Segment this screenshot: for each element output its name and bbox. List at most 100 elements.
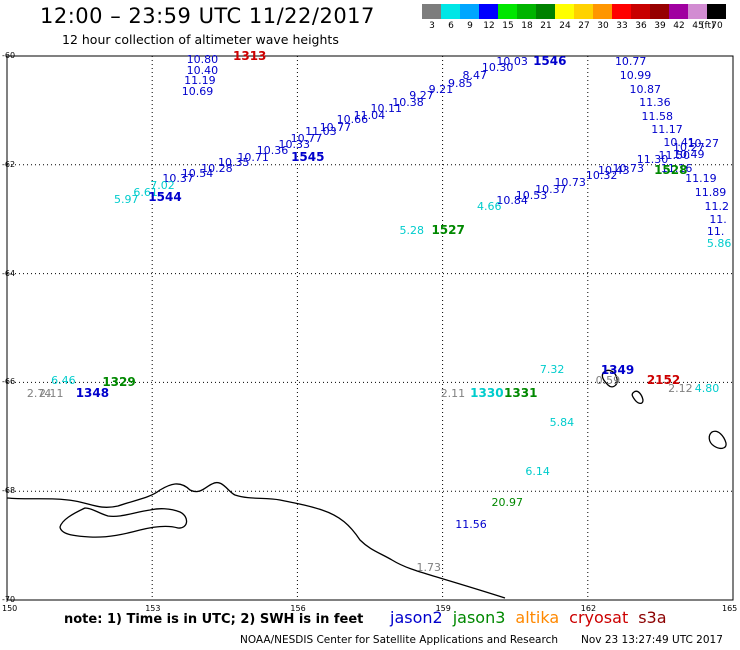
wave-height-label: 10.30 (481, 60, 514, 74)
wave-height-label: 8.47 (462, 69, 487, 83)
scale-label: 18 (521, 21, 533, 31)
scale-label: 70 (711, 21, 723, 31)
wave-height-label: 9.21 (428, 82, 454, 96)
pass-time-label: 1348 (75, 386, 110, 401)
wave-height-label: 10.66 (336, 112, 369, 126)
scale-unit: (ft) (701, 21, 715, 31)
scale-label: 12 (483, 21, 495, 31)
wave-height-label: 10.35 (218, 156, 250, 170)
note-text: note: 1) Time is in UTC; 2) SWH is in fe… (64, 612, 364, 627)
wave-height-label: 10.84 (496, 194, 528, 208)
lon-tick-label: 162 (580, 604, 597, 613)
wave-height-label: 1.73 (416, 561, 442, 575)
wave-height-label: 6.46 (51, 373, 76, 387)
wave-height-label: 10.77 (614, 55, 647, 69)
wave-height-label: 10.71 (237, 150, 269, 164)
wave-height-label: 11.30 (636, 153, 669, 167)
pass-time-label: 1527 (431, 223, 465, 238)
legend-item-altika: altika (515, 608, 560, 627)
scale-swatch (650, 4, 669, 19)
pass-time-label: 1528 (654, 163, 688, 178)
graticule (7, 56, 733, 600)
scale-label: 27 (578, 21, 590, 31)
pass-time-label: 1546 (533, 54, 567, 69)
scale-label: 30 (597, 21, 609, 31)
wave-height-label: 6.61 (133, 186, 158, 199)
wave-height-label: 10.41 (663, 135, 695, 149)
scale-swatch (479, 4, 498, 19)
lon-tick-label: 150 (2, 604, 18, 613)
wave-height-label: 11.50 (658, 149, 691, 162)
wave-height-label: 9.85 (447, 77, 473, 91)
scale-label: 39 (654, 21, 666, 31)
wave-height-label: 2.74 (26, 387, 52, 401)
footer-credit: NOAA/NESDIS Center for Satellite Applica… (240, 634, 558, 646)
pass-time-label: 1545 (291, 149, 325, 164)
wave-height-label: 10.11 (370, 101, 403, 115)
lon-tick-label: 156 (290, 604, 306, 613)
scale-swatch (593, 4, 612, 19)
scale-swatch (555, 4, 574, 19)
map-subtitle: 12 hour collection of altimeter wave hei… (62, 32, 339, 47)
scale-swatch (498, 4, 517, 19)
wave-height-label: 5.28 (399, 224, 425, 238)
wave-height-label: 5.86 (706, 236, 732, 250)
wave-height-label: 10.38 (392, 96, 424, 110)
lat-tick-label: -64 (2, 268, 16, 278)
scale-label: 24 (559, 21, 571, 31)
scale-label: 45 (692, 21, 704, 31)
wave-height-label: 10.37 (162, 172, 194, 186)
scale-swatch (422, 4, 441, 19)
pass-time-label: 1349 (600, 363, 635, 378)
wave-height-label: 4.66 (477, 199, 502, 213)
wave-height-label: 10.40 (186, 63, 219, 77)
lat-tick-label: -70 (2, 595, 16, 604)
wave-height-label: 6.14 (525, 464, 550, 478)
lon-tick-label: 165 (722, 604, 738, 613)
scale-label: 6 (448, 21, 454, 31)
wave-height-label: 5.97 (114, 192, 139, 206)
wave-height-label: 10.80 (186, 52, 219, 66)
scale-swatch (707, 4, 726, 19)
wave-height-label: 10.77 (290, 131, 323, 145)
coastline-path (6, 481, 506, 599)
wave-height-label: 7.32 (539, 362, 565, 376)
lat-tick-label: -68 (2, 486, 16, 496)
wave-height-label: 10.53 (515, 188, 548, 202)
wave-height-label: 2.11 (440, 387, 466, 401)
scale-label: 9 (467, 21, 473, 31)
wave-height-label: 10.77 (319, 120, 352, 134)
scale-label: 21 (540, 21, 552, 31)
coastline-path (708, 430, 727, 450)
wave-height-label: 10.03 (496, 55, 528, 69)
lon-tick-label: 159 (435, 604, 451, 613)
legend-item-jason2: jason2 (390, 608, 443, 627)
wave-height-label: 5.84 (549, 415, 575, 429)
wave-height-label: 10.43 (598, 164, 630, 178)
scale-label: 3 (429, 21, 435, 31)
wave-height-label: 10.27 (673, 141, 705, 155)
pass-time-label: 1331 (504, 386, 538, 401)
coastline-path (631, 390, 644, 405)
wave-height-label: 10.73 (612, 161, 645, 175)
wave-height-label: 11.89 (694, 186, 727, 199)
wave-height-label: 11.56 (455, 517, 487, 531)
wave-height-label: 11. (706, 225, 725, 239)
map-title: 12:00 – 23:59 UTC 11/22/2017 (40, 4, 375, 28)
wave-height-label: 4.80 (694, 381, 720, 395)
scale-swatch (669, 4, 688, 19)
scale-swatch (441, 4, 460, 19)
scale-swatch (460, 4, 479, 19)
wave-height-label: 11.2 (704, 199, 729, 213)
scale-swatch (574, 4, 593, 19)
wave-height-label: 2.12 (668, 381, 693, 395)
scale-label: 33 (616, 21, 628, 31)
scale-label: 15 (502, 21, 514, 31)
wave-height-label: 0.59 (595, 373, 621, 387)
wave-height-label: 10.99 (619, 69, 652, 83)
scale-swatch (631, 4, 650, 19)
wave-height-label: 11.16 (660, 161, 693, 175)
wave-height-label: 11.03 (305, 125, 337, 139)
pass-time-label: 1329 (102, 375, 136, 390)
